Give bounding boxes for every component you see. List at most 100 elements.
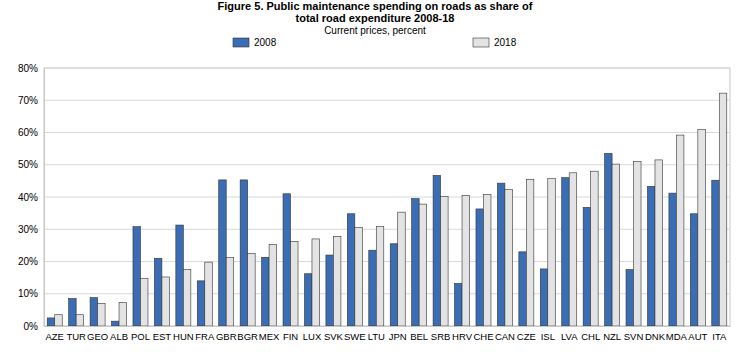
x-tick: CAN — [495, 326, 515, 342]
bar — [376, 227, 384, 326]
x-tick-label: ITA — [712, 331, 727, 342]
bar — [90, 298, 98, 326]
bar — [690, 214, 698, 326]
bar — [433, 175, 441, 326]
title: total road expenditure 2008-18 — [296, 12, 455, 24]
x-tick: MDA — [666, 326, 688, 342]
bar — [205, 262, 213, 326]
x-tick: EST — [153, 326, 172, 342]
y-tick: 30% — [18, 224, 44, 235]
x-tick-label: AUT — [688, 331, 707, 342]
x-tick: NZL — [603, 326, 621, 342]
bar — [140, 278, 148, 326]
x-tick: ISL — [541, 326, 555, 342]
bar — [69, 299, 77, 326]
x-tick-label: LVA — [561, 331, 578, 342]
grid-line — [44, 164, 730, 165]
y-tick: 40% — [18, 192, 44, 203]
y-tick-label: 20% — [18, 256, 38, 267]
bar — [112, 321, 120, 326]
x-tick: POL — [131, 326, 150, 342]
x-tick-label: LTU — [368, 331, 385, 342]
x-tick-label: LUX — [303, 331, 322, 342]
y-tick: 80% — [18, 63, 44, 74]
bar — [76, 315, 84, 326]
legend-swatch — [473, 38, 489, 47]
bar — [398, 212, 406, 326]
bar — [441, 196, 449, 326]
bar — [548, 179, 556, 326]
y-tick: 70% — [18, 95, 44, 106]
bar — [355, 228, 363, 326]
bar — [562, 178, 570, 326]
x-tick-label: DNK — [645, 331, 666, 342]
bar — [219, 180, 227, 326]
bar — [347, 214, 355, 326]
bar — [655, 160, 663, 326]
x-tick: LUX — [303, 326, 322, 342]
bar — [304, 274, 312, 326]
bar — [626, 270, 634, 326]
x-tick-label: HUN — [173, 331, 194, 342]
x-tick: BGR — [237, 326, 258, 342]
chart: Figure 5. Public maintenance spending on… — [0, 0, 750, 362]
title: Figure 5. Public maintenance spending on… — [218, 0, 533, 12]
x-tick-label: SVN — [624, 331, 644, 342]
x-tick: HRV — [452, 326, 473, 342]
bar — [497, 183, 505, 326]
bar — [519, 252, 527, 326]
x-tick-label: MDA — [666, 331, 688, 342]
bar — [526, 179, 534, 326]
bar — [133, 227, 141, 326]
x-tick-label: ALB — [110, 331, 128, 342]
bar — [333, 236, 341, 326]
bar — [476, 209, 484, 326]
bar — [483, 194, 491, 326]
x-tick-label: MEX — [259, 331, 280, 342]
bar — [183, 270, 191, 326]
bar — [412, 199, 420, 326]
bar — [240, 180, 248, 326]
bar — [369, 250, 377, 326]
x-tick-label: GBR — [216, 331, 237, 342]
bar — [698, 129, 706, 326]
y-tick: 60% — [18, 127, 44, 138]
grid-line — [44, 197, 730, 198]
bar — [505, 190, 513, 326]
x-tick-label: BEL — [410, 331, 428, 342]
bars — [47, 93, 727, 326]
x-tick-label: POL — [131, 331, 150, 342]
grid-line — [44, 261, 730, 262]
x-axis-line — [45, 326, 731, 327]
y-tick-label: 30% — [18, 224, 38, 235]
x-tick: HUN — [173, 326, 194, 342]
bar — [591, 171, 599, 326]
y-tick-label: 40% — [18, 192, 38, 203]
x-tick: CZE — [517, 326, 536, 342]
bar — [262, 257, 270, 326]
bar — [455, 283, 463, 326]
x-axis: AZETURGEOALBPOLESTHUNFRAGBRBGRMEXFINLUXS… — [45, 326, 731, 342]
bar — [98, 303, 106, 326]
bar — [669, 193, 677, 326]
series-bars — [47, 153, 719, 326]
bar — [226, 257, 234, 326]
grid-line — [44, 229, 730, 230]
bar — [676, 135, 684, 326]
x-tick: TUR — [66, 326, 86, 342]
grid-line — [44, 68, 730, 69]
x-tick: ITA — [712, 326, 727, 342]
x-tick-label: FRA — [195, 331, 215, 342]
x-tick-label: SVK — [324, 331, 344, 342]
bar — [291, 242, 299, 326]
grid — [44, 68, 730, 326]
x-tick-label: BGR — [237, 331, 258, 342]
bar — [154, 258, 162, 326]
bar — [634, 162, 642, 326]
x-tick: FIN — [283, 326, 298, 342]
bar — [283, 194, 291, 326]
bar — [269, 244, 277, 326]
y-tick-label: 0% — [24, 321, 39, 332]
bar — [197, 281, 205, 326]
x-tick: FRA — [195, 326, 215, 342]
